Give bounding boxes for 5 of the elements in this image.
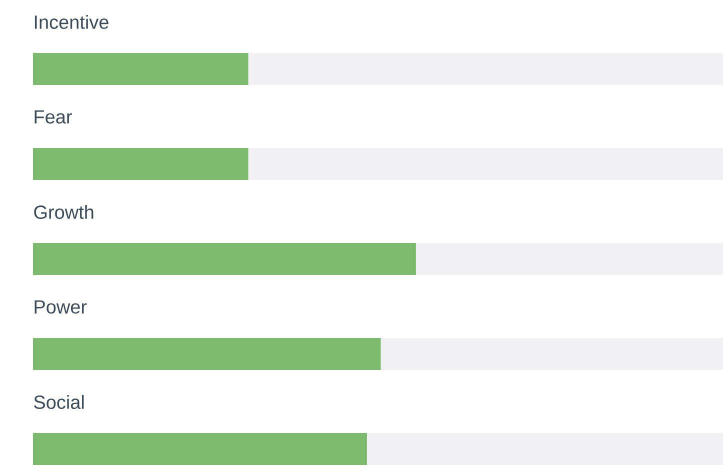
y-tick-label: Growth [34,204,94,219]
y-tick-label: Social [34,395,84,409]
y-tick-label: Fear [34,110,72,124]
y-tick-label: Power [34,300,87,314]
y-tick-label: Incentive [34,14,108,29]
